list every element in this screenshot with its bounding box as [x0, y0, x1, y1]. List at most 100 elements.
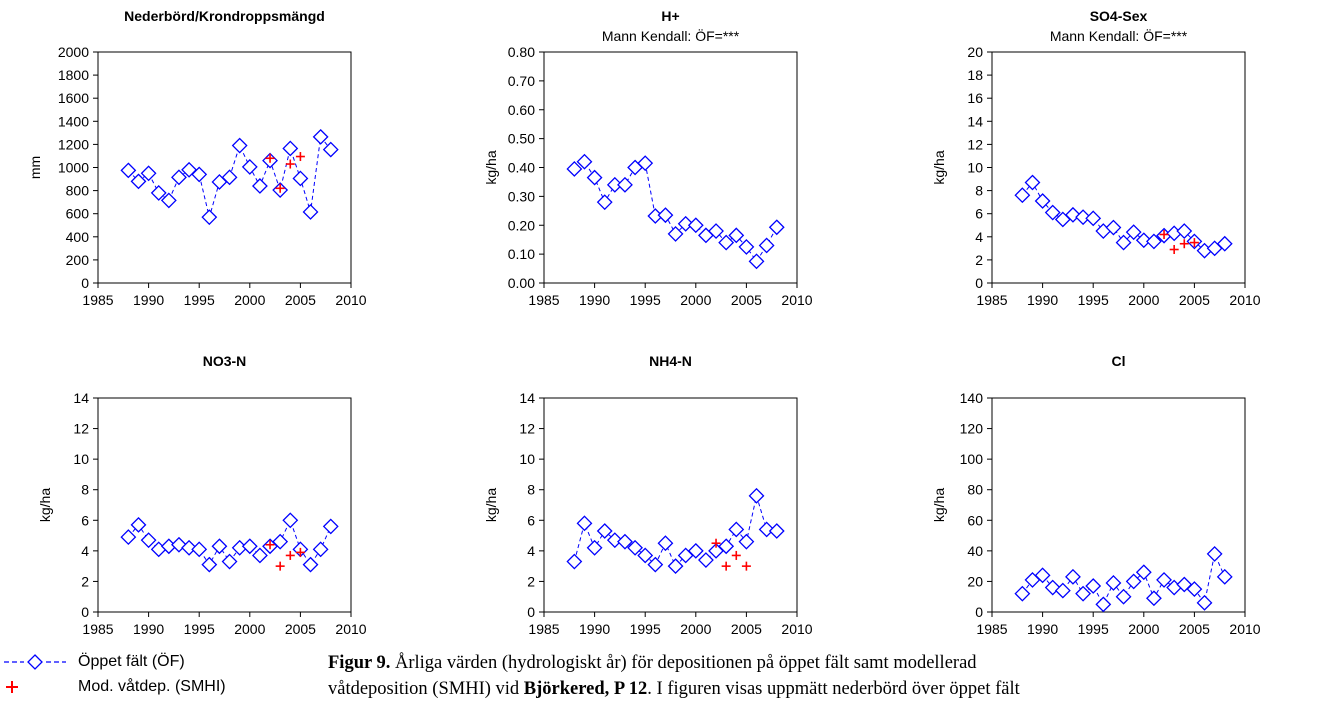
plus-marker-icon: [6, 681, 18, 693]
diamond-point: [221, 553, 238, 570]
diamond-point: [657, 207, 674, 224]
x-tick-label: 2010: [335, 292, 366, 308]
diamond-point: [1176, 223, 1193, 239]
x-tick-label: 1990: [579, 621, 610, 637]
diamond-point: [1196, 594, 1213, 611]
y-tick-label: 4: [975, 229, 983, 245]
diamond-point: [252, 547, 268, 564]
y-tick-label: 4: [81, 543, 89, 559]
diamond-point: [586, 539, 603, 556]
legend-label: Mod. våtdep. (SMHI): [78, 678, 226, 695]
y-tick-label: 6: [975, 206, 983, 222]
diamond-point: [241, 538, 258, 555]
diamond-point: [211, 538, 228, 555]
diamond-point: [1075, 585, 1091, 602]
y-tick-label: 200: [66, 252, 90, 268]
diamond-point: [768, 523, 785, 539]
y-tick-label: 6: [81, 512, 89, 528]
diamond-point: [606, 532, 623, 549]
y-axis-label: kg/ha: [483, 150, 499, 184]
y-tick-label: 0: [527, 604, 535, 620]
diamond-point: [586, 169, 603, 186]
diamond-point: [241, 159, 258, 175]
diamond-point: [322, 141, 339, 158]
chart-panel-so4-sex: SO4-Sex Mann Kendall: ÖF=*** 0 2 4 6 8 10 12 14 16…: [931, 8, 1261, 308]
x-tick-label: 1990: [579, 292, 610, 308]
x-tick-label: 1995: [630, 292, 661, 308]
y-axis-label: mm: [27, 156, 43, 179]
y-tick-label: 14: [73, 390, 89, 406]
y-tick-label: 14: [519, 390, 535, 406]
y-tick-label: 1000: [58, 160, 89, 176]
x-tick-label: 2000: [234, 621, 265, 637]
series-mod-vatdep: [711, 538, 751, 571]
diamond-point: [637, 547, 654, 564]
x-tick-label: 1990: [133, 621, 164, 637]
y-tick-label: 18: [967, 67, 983, 83]
y-tick-label: 0.60: [508, 102, 535, 118]
diamond-point: [201, 209, 218, 226]
plot-frame: [991, 397, 1246, 613]
diamond-point: [617, 533, 633, 550]
x-tick-label: 2005: [731, 621, 762, 637]
diamond-point: [667, 558, 684, 575]
diamond-point: [312, 541, 329, 558]
y-tick-label: 2: [81, 573, 89, 589]
series-mod-vatdep: [1159, 229, 1199, 255]
diamond-point: [576, 153, 593, 170]
x-tick-label: 2005: [285, 621, 316, 637]
diamond-point: [1014, 187, 1031, 204]
caption-label: Figur 9.: [328, 653, 391, 673]
diamond-point: [1156, 571, 1172, 588]
y-tick-label: 140: [960, 390, 984, 406]
diamond-point: [748, 253, 765, 270]
y-tick-label: 2000: [58, 44, 89, 60]
chart-title: Nederbörd/Krondroppsmängd: [124, 8, 325, 24]
diamond-point: [292, 170, 309, 187]
diamond-point: [1024, 174, 1041, 191]
x-tick-label: 1990: [1027, 621, 1058, 637]
series-oppet-falt: [1014, 545, 1233, 613]
y-tick-label: 8: [81, 482, 89, 498]
diamond-point: [150, 184, 167, 201]
diamond-point: [252, 178, 268, 194]
caption-text: . I figuren visas uppmätt nederbörd över…: [647, 679, 1020, 699]
plot-frame: [97, 51, 352, 284]
x-tick-label: 1995: [1078, 292, 1109, 308]
caption-text: våtdeposition (SMHI) vid: [328, 679, 524, 699]
diamond-point: [272, 533, 289, 550]
charts-canvas: Nederbörd/Krondroppsmängd020040060080010…: [27, 8, 1261, 637]
chart-panel-h-: H+ Mann Kendall: ÖF=*** 0.00 0.10 0.20 0.30 0.…: [483, 8, 813, 308]
series-mod-vatdep: [265, 152, 305, 193]
y-tick-label: 80: [967, 482, 983, 498]
diamond-point: [1054, 582, 1071, 599]
y-tick-label: 2: [975, 252, 983, 268]
x-tick-label: 2010: [335, 621, 366, 637]
x-tick-label: 2000: [680, 292, 711, 308]
diamond-point: [566, 161, 583, 177]
diamond-point: [596, 194, 613, 211]
plot-frame: [543, 51, 798, 284]
chart-panel-nederb-rd-krondroppsm-ngd: Nederbörd/Krondroppsmängd 0 200 400 600 800 10…: [27, 8, 367, 308]
x-tick-label: 1985: [976, 621, 1007, 637]
x-tick-label: 1995: [1078, 621, 1109, 637]
y-tick-label: 10: [73, 451, 89, 467]
diamond-point: [130, 516, 147, 533]
diamond-point: [1034, 193, 1051, 209]
y-tick-label: 4: [527, 543, 535, 559]
plot-frame: [97, 397, 352, 613]
diamond-point: [657, 535, 674, 552]
y-tick-label: 0.50: [508, 131, 535, 147]
x-tick-label: 2010: [781, 621, 812, 637]
caption-site: Björkered, P 12: [523, 679, 648, 699]
diamond-point: [1216, 235, 1233, 252]
diamond-point: [120, 529, 137, 546]
diamond-point: [181, 539, 197, 556]
x-tick-label: 2005: [1179, 292, 1210, 308]
chart-subtitle: Mann Kendall: ÖF=***: [602, 27, 740, 44]
y-tick-label: 40: [967, 543, 983, 559]
diamond-point: [728, 521, 745, 538]
y-tick-label: 0.00: [508, 275, 535, 291]
y-tick-label: 16: [967, 90, 983, 106]
y-tick-label: 14: [967, 113, 983, 129]
